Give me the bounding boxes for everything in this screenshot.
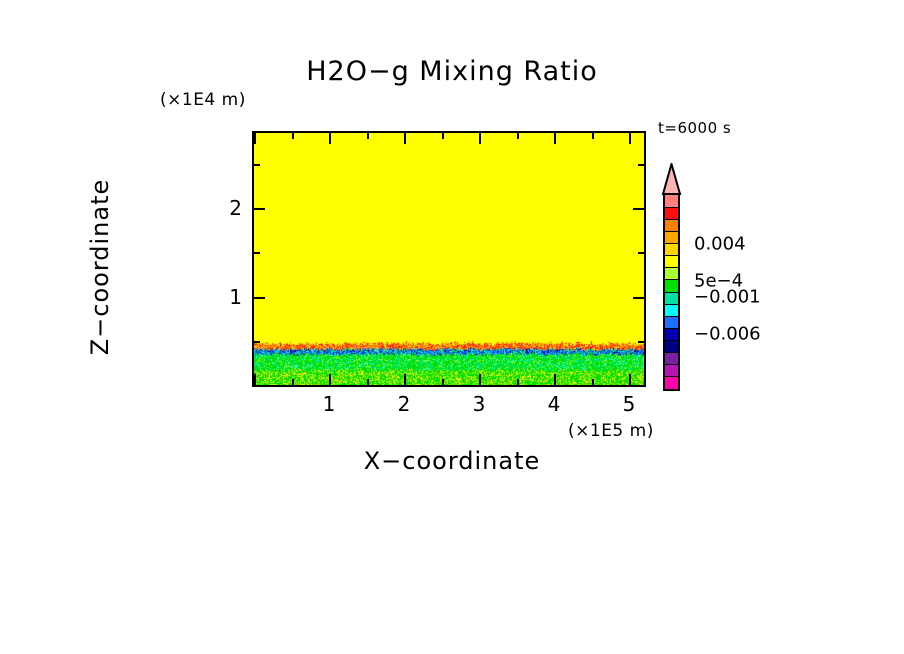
colorbar-band-divider xyxy=(665,327,678,329)
colorbar-band-divider xyxy=(665,315,678,317)
x-tick-major xyxy=(254,374,256,385)
colorbar-band xyxy=(665,352,678,366)
colorbar[interactable] xyxy=(663,193,680,391)
colorbar-band-divider xyxy=(665,364,678,366)
colorbar-band-divider xyxy=(665,340,678,341)
colorbar-band xyxy=(665,219,678,232)
x-axis-title: X−coordinate xyxy=(363,447,541,475)
colorbar-band xyxy=(665,328,678,342)
x-tick-label: 1 xyxy=(322,392,336,416)
colorbar-band xyxy=(665,340,678,354)
heatmap-canvas xyxy=(254,133,644,385)
x-tick-label: 2 xyxy=(397,392,411,416)
page-title: H2O−g Mixing Ratio xyxy=(306,56,598,87)
x-tick-minor xyxy=(366,379,369,385)
x-tick-major xyxy=(479,374,481,385)
colorbar-band-divider xyxy=(665,243,678,244)
y-tick-label: 2 xyxy=(229,196,242,221)
colorbar-band xyxy=(665,292,678,305)
y-tick-minor xyxy=(254,252,260,255)
y-tick-right-minor xyxy=(638,252,644,255)
x-tick-major xyxy=(629,374,631,385)
x-tick-minor xyxy=(291,379,294,385)
colorbar-tick-label: 5e−4 xyxy=(694,270,744,292)
x-tick-top-major xyxy=(629,133,631,144)
x-tick-minor xyxy=(516,379,519,385)
colorbar-band xyxy=(665,207,678,220)
colorbar-band xyxy=(665,195,678,208)
y-tick-right-minor xyxy=(638,340,644,343)
x-tick-top-minor xyxy=(591,133,594,139)
x-tick-top-minor xyxy=(291,133,294,139)
x-tick-top-major xyxy=(254,133,256,144)
colorbar-band xyxy=(665,243,678,257)
x-tick-top-minor xyxy=(366,133,369,139)
colorbar-band-divider xyxy=(665,279,678,281)
y-tick-right-major xyxy=(633,385,644,387)
colorbar-tick-label: −0.001 xyxy=(694,286,761,308)
colorbar-band xyxy=(665,231,678,245)
plot-area xyxy=(252,131,646,387)
x-tick-minor xyxy=(591,379,594,385)
y-tick-right-minor xyxy=(638,163,644,166)
x-tick-label: 5 xyxy=(622,392,636,416)
y-tick-right-major xyxy=(633,208,644,211)
colorbar-extend-arrow xyxy=(661,163,682,195)
colorbar-tick-label: −0.006 xyxy=(694,323,761,345)
colorbar-band xyxy=(665,279,678,293)
x-tick-top-minor xyxy=(516,133,519,139)
x-tick-top-minor xyxy=(441,133,444,139)
colorbar-band-divider xyxy=(665,376,678,378)
x-tick-top-major xyxy=(554,133,556,144)
x-tick-major xyxy=(404,374,406,385)
x-tick-top-major xyxy=(329,133,331,144)
x-axis-unit-label: (×1E5 m) xyxy=(568,421,654,441)
y-tick-major xyxy=(254,385,265,387)
colorbar-tick-label: 0.004 xyxy=(694,233,746,255)
colorbar-band xyxy=(665,364,678,378)
colorbar-band xyxy=(665,376,678,389)
y-tick-major xyxy=(254,296,265,299)
y-axis-title: Z−coordinate xyxy=(86,178,114,356)
x-tick-top-major xyxy=(404,133,406,144)
y-tick-minor xyxy=(254,163,260,166)
x-tick-minor xyxy=(441,379,444,385)
colorbar-band-divider xyxy=(665,255,678,257)
y-axis-unit-label: (×1E4 m) xyxy=(160,90,246,110)
colorbar-band xyxy=(665,304,678,317)
y-tick-minor xyxy=(254,340,260,343)
colorbar-band xyxy=(665,267,678,281)
colorbar-band xyxy=(665,255,678,269)
x-tick-label: 4 xyxy=(547,392,561,416)
colorbar-band-divider xyxy=(665,206,678,208)
colorbar-band xyxy=(665,316,678,329)
x-tick-label: 3 xyxy=(472,392,486,416)
colorbar-band-divider xyxy=(665,267,678,269)
colorbar-band-divider xyxy=(665,218,678,220)
colorbar-band-divider xyxy=(665,230,678,232)
colorbar-band-divider xyxy=(665,352,678,354)
colorbar-band-divider xyxy=(665,291,678,293)
x-tick-major xyxy=(329,374,331,385)
colorbar-band-divider xyxy=(665,303,678,305)
y-tick-major xyxy=(254,208,265,211)
time-annotation: t=6000 s xyxy=(658,119,732,137)
x-tick-major xyxy=(554,374,556,385)
y-tick-right-major xyxy=(633,296,644,299)
y-tick-label: 1 xyxy=(229,284,242,309)
x-tick-top-major xyxy=(479,133,481,144)
